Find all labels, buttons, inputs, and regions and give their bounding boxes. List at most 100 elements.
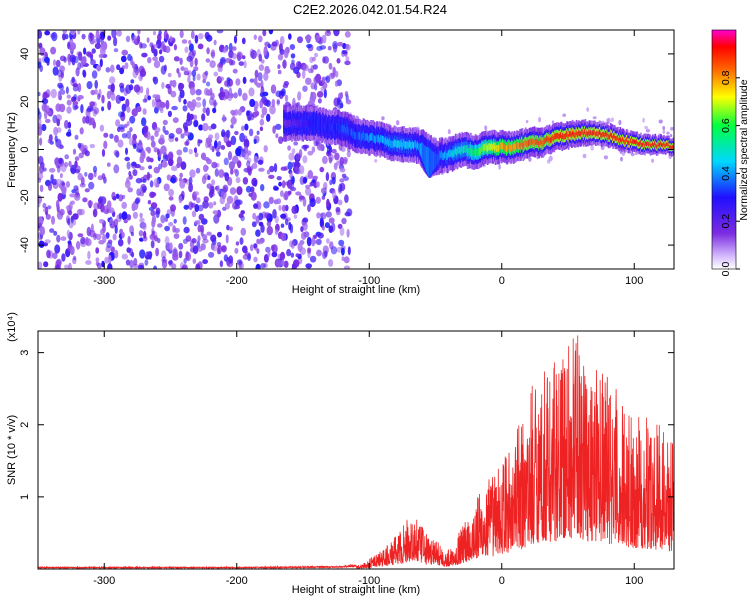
- noise-cell: [194, 220, 199, 225]
- noise-cell: [47, 205, 52, 210]
- noise-cell: [88, 181, 95, 190]
- noise-cell: [191, 210, 197, 218]
- noise-cell: [341, 256, 345, 262]
- noise-cell: [241, 125, 245, 132]
- noise-cell: [38, 30, 43, 39]
- noise-cell: [278, 136, 284, 145]
- noise-cell: [89, 117, 95, 126]
- noise-cell: [72, 213, 79, 220]
- noise-cell: [275, 39, 279, 47]
- noise-cell: [185, 251, 192, 262]
- noise-cell: [210, 92, 215, 101]
- noise-cell: [69, 193, 76, 198]
- noise-cell: [113, 48, 119, 53]
- noise-cell: [447, 129, 451, 135]
- noise-cell: [618, 119, 622, 126]
- noise-cell: [217, 93, 224, 98]
- noise-cell: [244, 135, 248, 144]
- noise-cell: [339, 227, 345, 236]
- colorbar-tick-label: 0.4: [720, 166, 732, 181]
- noise-cell: [333, 30, 340, 37]
- noise-cell: [116, 64, 121, 71]
- noise-cell: [221, 190, 227, 200]
- noise-cell: [188, 43, 194, 52]
- noise-cell: [121, 194, 126, 199]
- spectrogram-y-label: Frequency (Hz): [6, 112, 18, 188]
- noise-cell: [171, 252, 179, 258]
- noise-cell: [295, 165, 298, 174]
- noise-cell: [173, 247, 177, 254]
- noise-cell: [51, 31, 58, 42]
- noise-cell: [241, 37, 246, 45]
- noise-cell: [326, 238, 330, 244]
- noise-cell: [153, 166, 160, 174]
- noise-cell: [138, 230, 144, 237]
- noise-cell: [295, 61, 302, 69]
- noise-cell: [259, 126, 263, 132]
- noise-cell: [339, 92, 343, 99]
- noise-cell: [264, 41, 270, 47]
- noise-cell: [286, 248, 292, 257]
- noise-cell: [266, 220, 272, 227]
- snr-axes: -300 -200 -100 0 100 1 2 3: [19, 331, 674, 587]
- noise-cell: [179, 89, 185, 99]
- noise-cell: [85, 238, 92, 247]
- noise-cell: [38, 164, 44, 174]
- noise-cell: [251, 163, 258, 169]
- noise-cell: [39, 64, 43, 73]
- noise-cell: [173, 218, 177, 224]
- noise-cell: [317, 98, 322, 104]
- noise-cell: [303, 221, 307, 226]
- noise-cell: [242, 177, 249, 185]
- noise-cell: [63, 264, 70, 269]
- noise-cell: [189, 58, 194, 68]
- noise-cell: [74, 104, 79, 110]
- noise-cell: [165, 83, 171, 89]
- noise-cell: [319, 166, 325, 173]
- noise-cell: [205, 107, 210, 116]
- noise-cell: [289, 223, 294, 234]
- noise-cell: [181, 39, 188, 44]
- noise-cell: [172, 225, 177, 233]
- noise-cell: [99, 124, 105, 132]
- noise-cell: [179, 57, 183, 65]
- noise-cell: [268, 227, 273, 232]
- noise-cell: [71, 76, 75, 84]
- noise-cell: [281, 180, 286, 189]
- noise-cell: [214, 140, 218, 150]
- noise-cell: [330, 246, 338, 255]
- noise-cell: [305, 187, 312, 196]
- noise-cell: [306, 236, 312, 247]
- noise-cell: [173, 44, 177, 51]
- noise-cell: [320, 212, 327, 220]
- noise-cell: [160, 145, 167, 155]
- noise-cell: [610, 117, 614, 122]
- noise-cell: [316, 91, 324, 98]
- noise-cell: [176, 162, 181, 169]
- noise-cell: [67, 121, 72, 129]
- colorbar-tick-label: 0.6: [720, 118, 732, 133]
- noise-cell: [302, 64, 309, 72]
- noise-cell: [256, 130, 260, 135]
- noise-cell: [325, 211, 332, 218]
- noise-cell: [78, 208, 85, 216]
- noise-cell: [93, 107, 100, 115]
- noise-cell: [129, 127, 133, 133]
- noise-cell: [195, 101, 202, 108]
- snr-series: [38, 335, 674, 569]
- noise-cell: [102, 234, 107, 243]
- noise-cell: [158, 55, 165, 63]
- noise-cell: [155, 94, 161, 100]
- noise-cell: [121, 65, 125, 71]
- noise-cell: [234, 247, 239, 254]
- noise-cell: [183, 131, 191, 136]
- noise-cell: [149, 157, 154, 163]
- noise-cell: [88, 172, 94, 181]
- noise-cell: [298, 195, 305, 200]
- noise-cell: [230, 124, 234, 129]
- noise-cell: [283, 193, 288, 200]
- noise-cell: [226, 224, 230, 231]
- noise-cell: [184, 46, 189, 54]
- noise-cell: [110, 64, 115, 73]
- noise-cell: [107, 84, 113, 90]
